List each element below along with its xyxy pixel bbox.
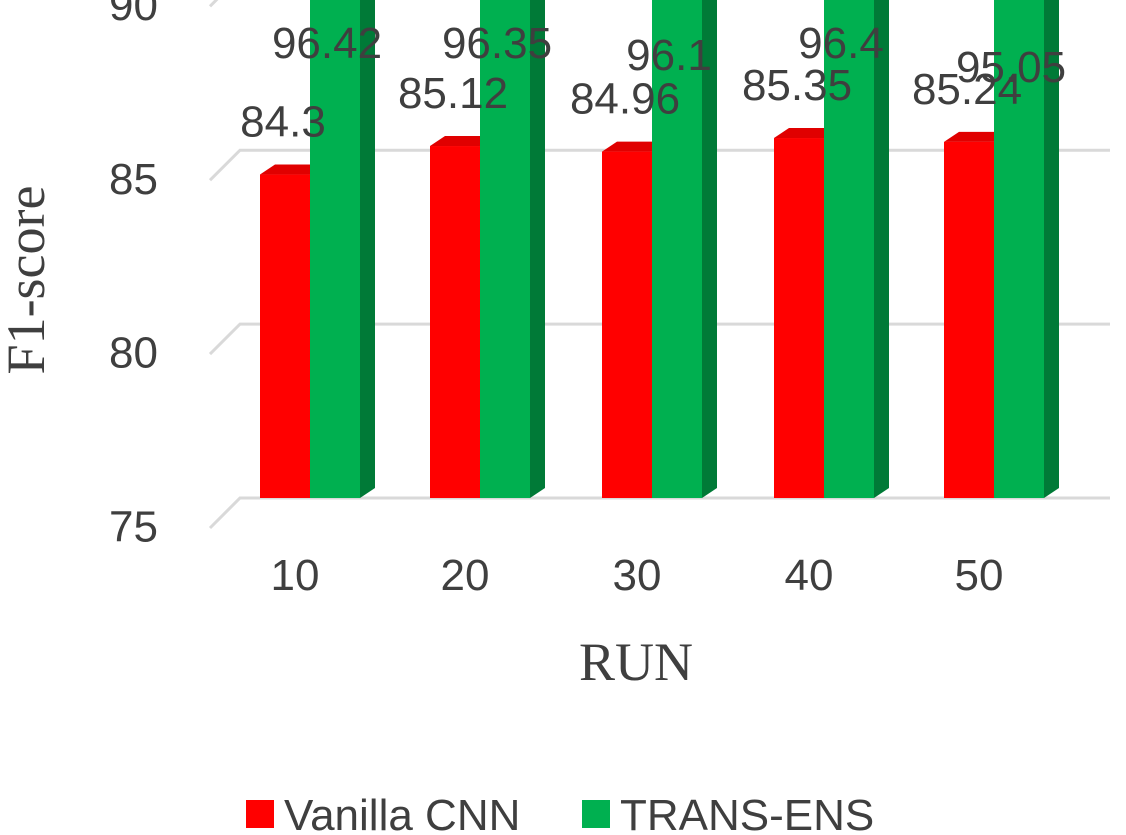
bar-front [480,0,530,498]
bar-top [260,164,325,175]
x-axis-title: RUN [579,632,693,692]
x-tick-label: 50 [955,551,1004,600]
bar-front [994,0,1044,498]
y-axis-ticks: 7580859095100 [109,0,158,552]
data-label: 96.35 [442,19,552,68]
y-tick-label: 80 [109,329,158,378]
data-label: 96.42 [272,19,382,68]
bar-top [944,131,1009,142]
bar-side [874,0,889,498]
legend-label: Vanilla CNN [284,791,520,835]
data-label: 84.3 [240,98,326,147]
bar-front [944,141,994,499]
x-axis-ticks: 10 20 30 40 50 [271,551,1004,600]
legend-swatch [246,800,274,828]
bar-trans-ens-50 [994,0,1059,498]
bar-top [602,141,667,152]
data-label: 85.12 [398,69,508,118]
bar-top [774,128,839,139]
y-axis-title: F1-score [0,186,56,375]
x-tick-label: 20 [441,551,490,600]
bar-side [360,0,375,498]
bar-side [702,0,717,498]
data-label: 85.24 [912,65,1022,114]
data-label: 84.96 [570,75,680,124]
data-label: 85.35 [742,61,852,110]
x-tick-label: 30 [613,551,662,600]
legend-swatch [582,800,610,828]
y-tick-label: 90 [109,0,158,30]
legend-item-vanilla-cnn: Vanilla CNN [246,791,520,835]
x-tick-label: 10 [271,551,320,600]
bar-front [310,0,360,499]
bar-side [1044,0,1059,498]
y-tick-label: 85 [109,155,158,204]
y-tick-label: 75 [109,503,158,552]
x-tick-label: 40 [785,551,834,600]
bar-front [260,174,310,498]
bar-top [430,136,495,147]
bars [260,0,1059,499]
legend-item-trans-ens: TRANS-ENS [582,791,874,835]
data-label: 96.1 [626,31,712,80]
bar-front [774,138,824,499]
bar-trans-ens-20 [480,0,545,498]
bar-trans-ens-30 [652,0,717,498]
bar-side [530,0,545,498]
bar-trans-ens-10 [310,0,375,499]
data-label: 95.05 [956,43,1066,92]
legend: Vanilla CNN TRANS-ENS [246,791,874,835]
legend-label: TRANS-ENS [620,791,874,835]
gridline [208,496,1110,530]
bar-trans-ens-40 [824,0,889,498]
bar-front [602,151,652,499]
bar-front [824,0,874,498]
data-label: 96.4 [798,19,884,68]
bar-front [430,146,480,498]
bar-front [652,0,702,498]
